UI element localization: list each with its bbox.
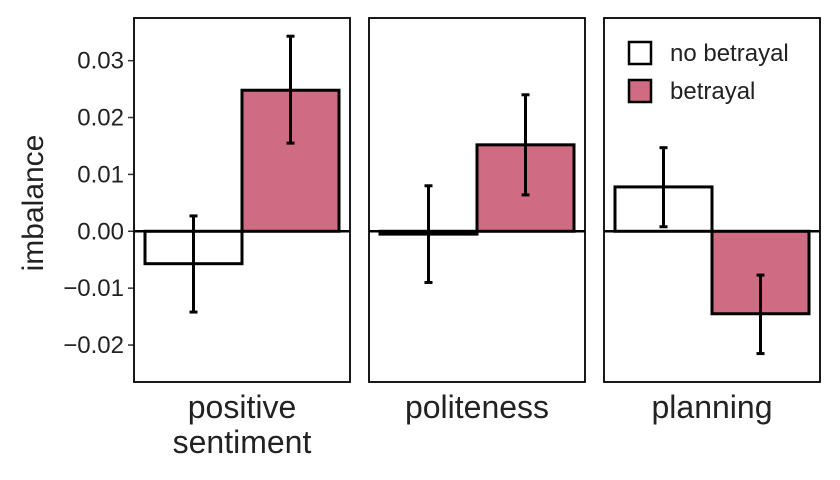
panel-label-line: positive xyxy=(188,389,297,425)
y-tick-label: −0.01 xyxy=(63,275,124,302)
panel-label-line: planning xyxy=(652,389,773,425)
y-tick-label: 0.01 xyxy=(77,161,124,188)
y-tick-label: 0.03 xyxy=(77,48,124,75)
y-tick-label: 0.00 xyxy=(77,218,124,245)
panel-label-line: politeness xyxy=(405,389,549,425)
panel: politeness xyxy=(368,17,586,425)
panel-frame xyxy=(368,17,586,383)
y-axis-title: imbalance xyxy=(17,135,50,272)
panel-label: planning xyxy=(652,389,773,425)
panel: planning xyxy=(603,17,821,425)
panel-label: positive sentiment xyxy=(173,389,312,460)
legend-swatch xyxy=(627,40,653,66)
legend-swatch xyxy=(627,78,653,104)
y-ticks: −0.02 −0.01 0.00 0.01 0.02 0.03 xyxy=(63,48,134,359)
panel-label-line: sentiment xyxy=(173,424,312,460)
y-tick-label: 0.02 xyxy=(77,105,124,132)
panels: positive sentiment politeness planning xyxy=(133,17,821,460)
panel-frame xyxy=(603,17,821,383)
panel-label: politeness xyxy=(405,389,549,425)
panel-frame xyxy=(133,17,351,383)
legend-label: betrayal xyxy=(670,78,755,105)
legend: no betrayal betrayal xyxy=(627,40,789,105)
panel: positive sentiment xyxy=(133,17,351,460)
legend-label: no betrayal xyxy=(670,40,789,67)
y-axis-title-group: imbalance xyxy=(17,135,50,272)
y-tick-label: −0.02 xyxy=(63,332,124,359)
